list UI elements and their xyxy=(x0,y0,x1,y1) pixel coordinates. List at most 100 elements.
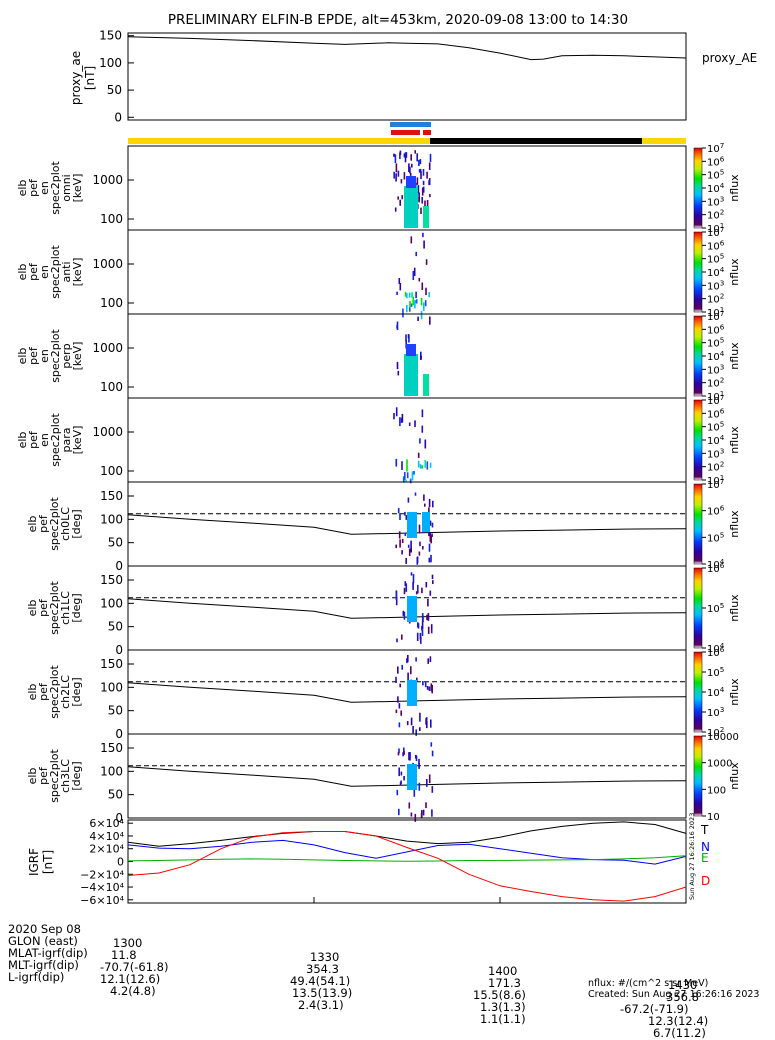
pa-dark-pixel xyxy=(398,748,400,754)
pa-dark-pixel xyxy=(408,548,411,557)
pa-colorbar-ch3LC-label: nflux xyxy=(728,762,741,790)
spectrogram-hot-pixel xyxy=(421,465,423,469)
pa-dark-pixel xyxy=(415,754,417,759)
energy-ylabel-line: pef xyxy=(27,346,40,365)
pa-dark-pixel xyxy=(419,541,421,547)
pa-dark-pixel xyxy=(413,788,416,797)
spectrogram-dark-pixel xyxy=(401,195,403,200)
pa-ylabel-line: spec2plot xyxy=(48,581,61,635)
energy-ylabel-line: spec2plot xyxy=(49,245,62,299)
energy-ylabel-line: en xyxy=(38,433,51,447)
pa-dark-pixel xyxy=(432,500,434,508)
energy-colorbar-omni-tick-label: 105 xyxy=(707,168,724,182)
pa-dark-pixel xyxy=(406,658,408,664)
pa-dark-pixel xyxy=(425,582,428,588)
pa-ylabel-line: ch1LC xyxy=(59,591,72,625)
spectrogram-dark-pixel xyxy=(419,159,422,165)
pa-ylabel-line: elb xyxy=(26,684,39,701)
spectrogram-dark-pixel xyxy=(418,159,420,167)
pa-dark-pixel xyxy=(412,582,414,590)
pa-loss-cone-line xyxy=(127,514,687,535)
spectrogram-dark-pixel xyxy=(399,417,401,427)
pa-hot-region xyxy=(407,680,417,706)
spectrogram-hot-pixel xyxy=(413,471,415,475)
spectrogram-dark-pixel xyxy=(424,439,427,449)
spectrogram-dark-pixel xyxy=(409,166,411,174)
pa-hot-region xyxy=(422,512,430,532)
spectrogram-hot-pixel xyxy=(415,299,418,304)
spectrogram-dark-pixel xyxy=(422,186,425,193)
spectrogram-dark-pixel xyxy=(429,194,431,198)
energy-ylabel-line: [keV] xyxy=(71,426,84,455)
pa-dark-pixel xyxy=(430,719,432,728)
ae-ytick-label: 150 xyxy=(99,29,122,43)
pa-dark-pixel xyxy=(427,626,430,634)
status-bars xyxy=(128,122,686,144)
spectrogram-dark-pixel xyxy=(401,461,403,470)
pa-dark-pixel xyxy=(420,636,422,644)
pa-dark-pixel xyxy=(401,664,403,670)
spectrogram-hot-pixel xyxy=(406,305,408,313)
energy-colorbar-anti-tick-label: 105 xyxy=(707,252,724,266)
pa-colorbar-ch1LC-tick-label: 106 xyxy=(707,561,725,575)
pa-colorbar-ch0LC-label: nflux xyxy=(728,510,741,538)
footer-mlat-label: MLAT-igrf(dip) xyxy=(8,946,88,960)
energy-ytick-label: 1000 xyxy=(92,173,123,187)
pa-dark-pixel xyxy=(418,524,421,534)
pa-colorbar-ch2LC-tick-label: 105 xyxy=(707,665,724,679)
pa-dark-pixel xyxy=(427,615,430,620)
pa-dark-pixel xyxy=(421,613,424,622)
spectrogram-dark-pixel xyxy=(401,413,404,423)
energy-colorbar-omni-tick-label: 107 xyxy=(707,141,724,155)
pa-dark-pixel xyxy=(419,712,421,722)
spectrogram-dark-pixel xyxy=(409,172,412,178)
energy-colorbar-para-bar xyxy=(693,399,703,481)
energy-ytick-label: 1000 xyxy=(92,341,123,355)
spectrogram-hot-region xyxy=(404,354,418,396)
pa-loss-cone-line xyxy=(127,682,687,703)
pa-dark-pixel xyxy=(395,596,398,606)
red-status-bar-2 xyxy=(423,130,431,135)
pa-dark-pixel xyxy=(418,763,420,769)
footer-glon-v0: 11.8 xyxy=(111,948,137,962)
spectrogram-hot-pixel xyxy=(423,302,425,311)
pa-dark-pixel xyxy=(426,686,429,690)
spectrogram-dark-pixel xyxy=(414,150,416,154)
pa-dark-pixel xyxy=(395,544,397,549)
pa-ylabel-line: pef xyxy=(37,514,50,533)
igrf-legend-t: T xyxy=(700,823,709,837)
igrf-ytick-label: 2×10⁴ xyxy=(89,843,124,856)
pa-dark-pixel xyxy=(401,634,403,640)
pa-colorbar-ch3LC-tick-label: 1000 xyxy=(707,759,732,770)
pa-dark-pixel xyxy=(425,802,427,809)
pa-dark-pixel xyxy=(424,681,427,688)
pa-colorbar-ch0LC-bar xyxy=(693,483,703,565)
pa-ytick-label: 0 xyxy=(115,727,123,741)
pa-dark-pixel xyxy=(415,729,417,736)
spectrogram-dark-pixel xyxy=(420,355,422,360)
pa-ylabel-line: ch3LC xyxy=(59,759,72,793)
energy-ylabel-line: pef xyxy=(27,262,40,281)
proxy-ae-legend: proxy_AE xyxy=(702,51,757,65)
created-note: Created: Sun Aug 27 16:26:16 2023 xyxy=(588,989,760,1000)
pa-dark-pixel xyxy=(429,590,432,596)
pa-dark-pixel xyxy=(422,546,424,550)
pa-frame-ch3LC xyxy=(127,733,687,819)
energy-ylabel-line: para xyxy=(60,428,73,453)
pa-dark-pixel xyxy=(405,583,408,592)
pa-ytick-label: 100 xyxy=(100,764,123,778)
spectrogram-dark-pixel xyxy=(418,169,421,173)
footer-mlt-v1: 13.5(13.9) xyxy=(292,986,353,1000)
pa-dark-pixel xyxy=(403,587,406,595)
pa-dark-pixel xyxy=(419,727,421,732)
energy-colorbar-perp-label: nflux xyxy=(728,342,741,370)
spectrogram-dark-pixel xyxy=(400,179,403,184)
energy-colorbar-perp-tick-label: 107 xyxy=(707,309,724,323)
pa-dark-pixel xyxy=(398,531,401,539)
pa-dark-pixel xyxy=(405,558,407,564)
spectrogram-dark-pixel xyxy=(399,199,401,206)
energy-colorbar-perp-tick-label: 106 xyxy=(707,322,725,336)
pa-dark-pixel xyxy=(424,503,426,507)
spectrogram-dark-pixel xyxy=(412,271,415,280)
igrf-legend-d: D xyxy=(701,874,710,888)
